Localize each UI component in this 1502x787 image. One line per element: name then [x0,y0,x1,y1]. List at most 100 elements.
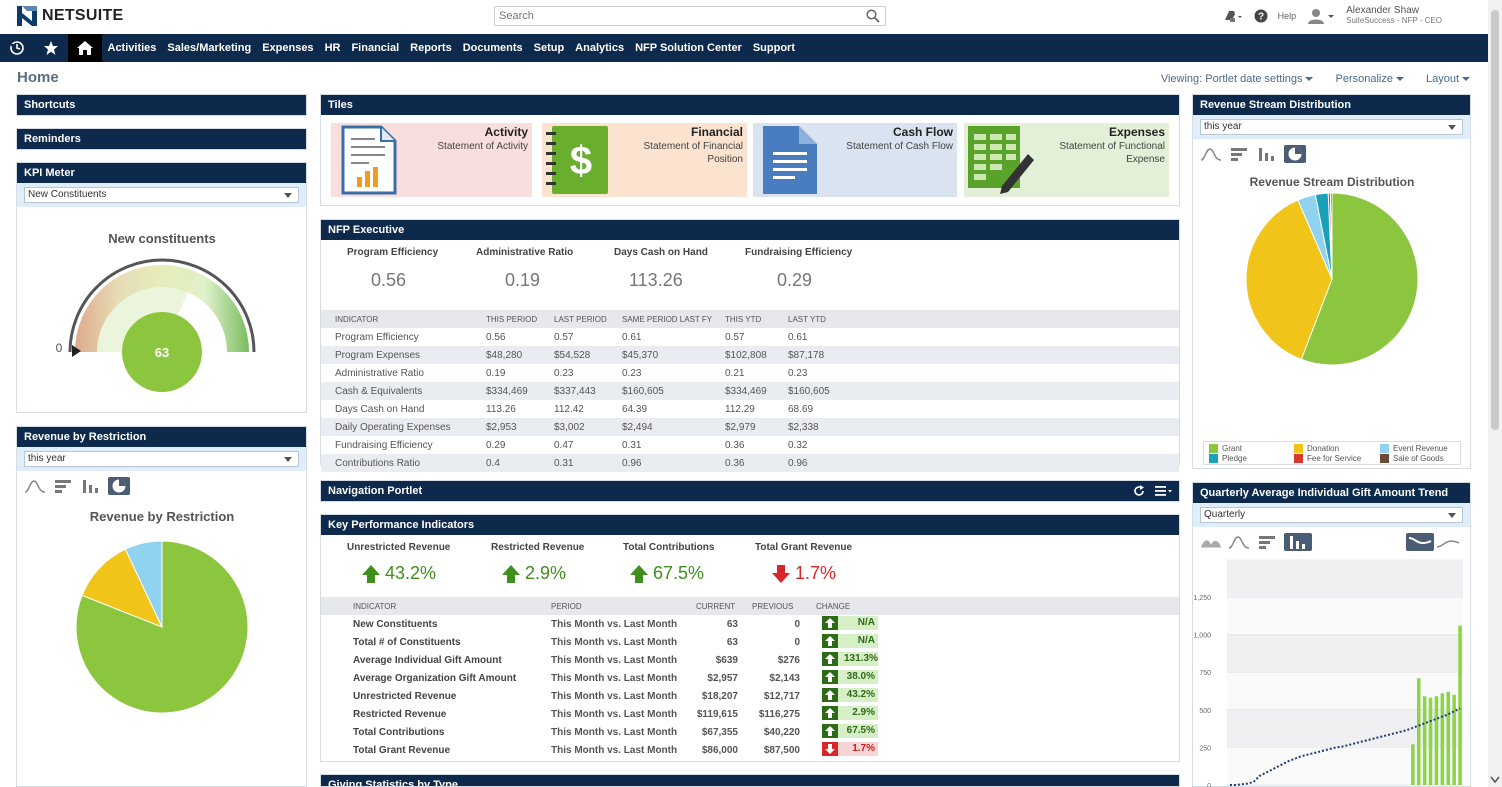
period-link[interactable]: This Month vs. Last Month [551,636,678,648]
period-link[interactable]: This Month vs. Last Month [551,744,678,756]
netsuite-logo[interactable]: NETSUITE [16,5,124,27]
legend-item-fee-for-service[interactable]: Fee for Service [1294,454,1361,463]
area-chart-icon[interactable] [1200,533,1222,551]
nav-analytics[interactable]: Analytics [575,42,625,54]
current-value-link[interactable]: 63 [726,618,738,630]
bar-chart-horizontal-icon[interactable] [1228,145,1250,163]
column-header[interactable]: CHANGE [800,597,1179,615]
nav-support[interactable]: Support [752,42,796,54]
column-header[interactable]: LAST PERIOD [554,310,622,328]
bar-chart-horizontal-icon[interactable] [1256,533,1278,551]
column-chart-icon[interactable] [1284,533,1312,551]
nav-expenses[interactable]: Expenses [262,42,314,54]
portlet-title[interactable]: Giving Statistics by Type [321,775,1179,786]
chart-bar[interactable] [1452,694,1456,785]
personalize-menu[interactable]: Personalize [1335,73,1404,85]
current-value-link[interactable]: $119,615 [696,708,738,720]
frequency-select[interactable]: Quarterly [1200,507,1463,523]
help-link[interactable]: Help [1277,10,1297,21]
portlet-title[interactable]: Reminders [17,129,306,149]
tile-cash-flow[interactable]: Cash Flow Statement of Cash Flow [753,123,957,197]
current-value-link[interactable]: $86,000 [701,744,738,756]
scrollbar-thumb[interactable] [1491,10,1499,430]
nav-hr[interactable]: HR [324,42,341,54]
help-icon[interactable]: ? [1254,9,1268,23]
portlet-title[interactable]: Revenue by Restriction [17,427,306,447]
previous-value-link[interactable]: $2,143 [769,672,800,684]
period-link[interactable]: This Month vs. Last Month [551,672,678,684]
line-chart-icon[interactable] [24,477,46,495]
portlet-title[interactable]: Quarterly Average Individual Gift Amount… [1193,483,1470,503]
column-header[interactable]: INDICATOR [321,597,551,615]
pie-slice[interactable] [1329,192,1333,280]
user-avatar-icon[interactable] [1306,7,1336,25]
period-select[interactable]: this year [1200,119,1463,135]
portlet-title[interactable]: KPI Meter [17,163,306,183]
portlet-title[interactable]: Tiles [321,95,1179,115]
nav-documents[interactable]: Documents [462,42,523,54]
legend-item-donation[interactable]: Donation [1294,444,1339,453]
favorites-star-icon[interactable] [34,34,68,62]
chart-bar[interactable] [1411,744,1415,785]
pie-chart-icon[interactable] [1284,145,1306,163]
period-link[interactable]: This Month vs. Last Month [551,654,678,666]
column-header[interactable]: LAST YTD [788,310,1179,328]
period-link[interactable]: This Month vs. Last Month [551,618,678,630]
nav-setup[interactable]: Setup [533,42,565,54]
chart-bar[interactable] [1458,625,1462,785]
previous-value-link[interactable]: $116,275 [758,708,800,720]
column-header[interactable]: THIS PERIOD [486,310,554,328]
nav-reports[interactable]: Reports [410,42,452,54]
column-header[interactable]: SAME PERIOD LAST FY [622,310,725,328]
current-value-link[interactable]: $67,355 [701,726,738,738]
scroll-down-icon[interactable] [1490,776,1500,784]
pie-slice[interactable] [1300,192,1419,366]
current-value-link[interactable]: $18,207 [701,690,738,702]
pie-chart-icon[interactable] [108,477,130,495]
current-value-link[interactable]: 63 [726,636,738,648]
recent-icon[interactable] [0,34,34,62]
portlet-title[interactable]: Revenue Stream Distribution [1193,95,1470,115]
nav-sales-marketing[interactable]: Sales/Marketing [167,42,252,54]
previous-value-link[interactable]: 0 [794,636,800,648]
viewing-portlet-dates-menu[interactable]: Viewing: Portlet date settings [1161,73,1314,85]
chart-bar[interactable] [1434,696,1439,785]
nav-financial[interactable]: Financial [351,42,400,54]
search-icon[interactable] [866,9,880,23]
portlet-title[interactable]: Shortcuts [17,95,306,115]
search-input[interactable] [495,7,855,25]
legend-item-event-revenue[interactable]: Event Revenue [1380,444,1448,453]
legend-item-pledge[interactable]: Pledge [1209,454,1247,463]
chart-bar[interactable] [1446,691,1451,785]
previous-value-link[interactable]: $87,500 [763,744,800,756]
chart-bar[interactable] [1422,696,1427,785]
portlet-title[interactable]: NFP Executive [321,220,1179,240]
period-select[interactable]: this year [24,451,299,467]
period-link[interactable]: This Month vs. Last Month [551,690,678,702]
tile-expenses[interactable]: Expenses Statement of Functional Expense [964,123,1169,197]
tile-activity[interactable]: Activity Statement of Activity [331,123,532,197]
bar-chart-horizontal-icon[interactable] [52,477,74,495]
previous-value-link[interactable]: $276 [777,654,800,666]
current-value-link[interactable]: $639 [715,654,738,666]
column-header[interactable]: INDICATOR [321,310,486,328]
curve-line-icon[interactable] [1434,533,1462,551]
page-scrollbar[interactable] [1488,0,1502,787]
layout-menu[interactable]: Layout [1426,73,1470,85]
period-link[interactable]: This Month vs. Last Month [551,726,678,738]
nav-activities[interactable]: Activities [107,42,157,54]
portlet-title[interactable]: Key Performance Indicators [321,515,1179,535]
line-chart-icon[interactable] [1200,145,1222,163]
nav-nfp-solution-center[interactable]: NFP Solution Center [635,42,742,54]
column-header[interactable]: THIS YTD [725,310,788,328]
column-header[interactable]: PERIOD [551,597,696,615]
refresh-icon[interactable] [1133,485,1145,497]
pie-slice[interactable] [1245,199,1333,360]
previous-value-link[interactable]: $12,717 [763,690,800,702]
legend-item-sale-of-goods[interactable]: Sale of Goods [1380,454,1444,463]
portlet-menu-icon[interactable] [1155,485,1173,497]
previous-value-link[interactable]: 0 [794,618,800,630]
pie-slice[interactable] [81,548,163,628]
recent-records-icon[interactable] [1222,8,1244,24]
pie-slice[interactable] [124,540,163,628]
